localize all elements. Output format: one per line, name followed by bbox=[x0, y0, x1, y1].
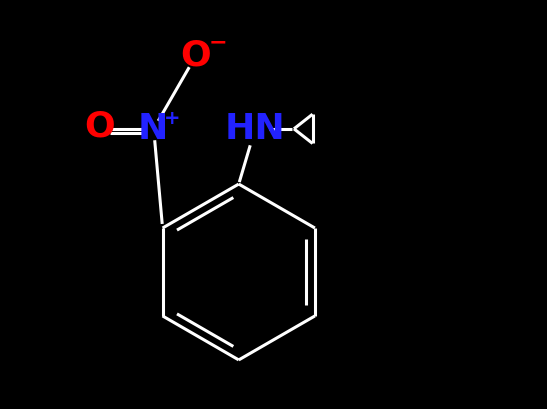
Text: −: − bbox=[209, 33, 228, 53]
Text: O: O bbox=[84, 110, 115, 144]
Text: HN: HN bbox=[225, 112, 286, 146]
Text: +: + bbox=[164, 109, 181, 128]
Text: O: O bbox=[181, 38, 211, 72]
Text: N: N bbox=[138, 112, 168, 146]
